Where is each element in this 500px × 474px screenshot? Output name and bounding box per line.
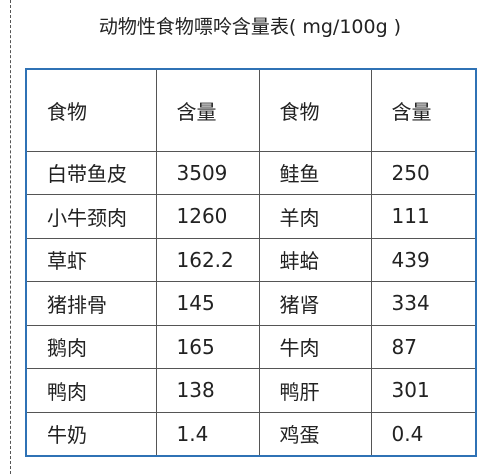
table-cell: 3509 (155, 150, 260, 195)
table-cell: 0.4 (370, 411, 477, 456)
table-cell: 白带鱼皮 (25, 150, 157, 195)
table-cell: 145 (155, 281, 260, 326)
table-cell: 草虾 (25, 237, 157, 282)
table-cell: 301 (370, 368, 477, 413)
table-row: 草虾 162.2 蚌蛤 439 (25, 237, 477, 282)
table-cell: 鲑鱼 (258, 150, 372, 195)
table-cell: 1.4 (155, 411, 260, 456)
table-row: 牛奶 1.4 鸡蛋 0.4 (25, 411, 477, 456)
table-row: 小牛颈肉 1260 羊肉 111 (25, 194, 477, 239)
table-cell: 250 (370, 150, 477, 195)
table-cell: 334 (370, 281, 477, 326)
table-cell: 猪肾 (258, 281, 372, 326)
table-cell: 鸭肉 (25, 368, 157, 413)
title: 动物性食物嘌呤含量表( mg/100g ) (98, 16, 402, 38)
table-cell: 羊肉 (258, 194, 372, 239)
table-cell: 含量 (370, 68, 477, 152)
header-row: 食物 含量 食物 含量 (25, 68, 477, 152)
table-row: 白带鱼皮 3509 鲑鱼 250 (25, 150, 477, 195)
table-cell: 含量 (155, 68, 260, 152)
table-row: 鸭肉 138 鸭肝 301 (25, 368, 477, 413)
table-cell: 牛肉 (258, 324, 372, 369)
table-cell: 猪排骨 (25, 281, 157, 326)
table-cell: 165 (155, 324, 260, 369)
table-cell: 鹅肉 (25, 324, 157, 369)
table-cell: 鸡蛋 (258, 411, 372, 456)
table-cell: 食物 (25, 68, 157, 152)
table-cell: 439 (370, 237, 477, 282)
table-cell: 1260 (155, 194, 260, 239)
table-cell: 小牛颈肉 (25, 194, 157, 239)
table-row: 鹅肉 165 牛肉 87 (25, 324, 477, 369)
table-cell: 蚌蛤 (258, 237, 372, 282)
purine-table: 食物 含量 食物 含量 白带鱼皮 3509 鲑鱼 250 小牛颈肉 1260 羊肉 111 草虾 162.… (25, 68, 477, 457)
dashed-rule (10, 0, 11, 474)
table-cell: 鸭肝 (258, 368, 372, 413)
table-cell: 111 (370, 194, 477, 239)
table-cell: 138 (155, 368, 260, 413)
table-row: 猪排骨 145 猪肾 334 (25, 281, 477, 326)
table-cell: 87 (370, 324, 477, 369)
table-cell: 牛奶 (25, 411, 157, 456)
table-cell: 食物 (258, 68, 372, 152)
table-cell: 162.2 (155, 237, 260, 282)
